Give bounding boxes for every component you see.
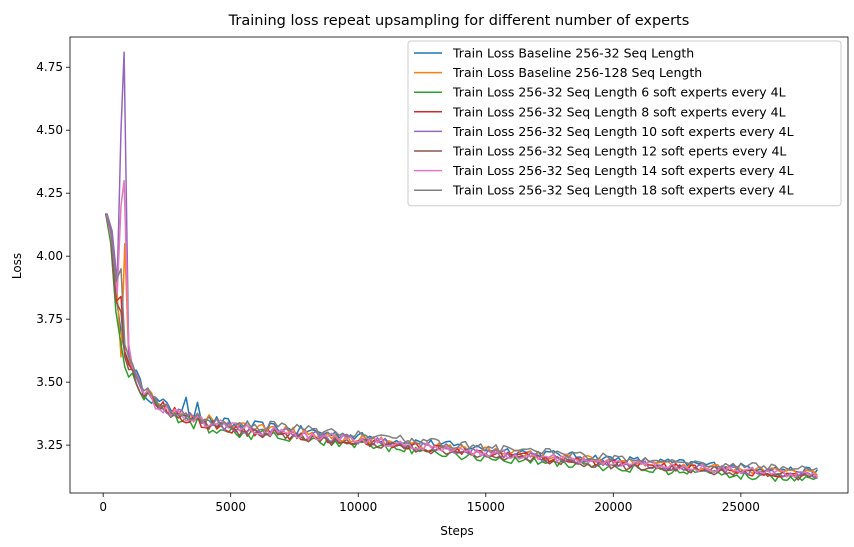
x-tick-label: 15000 [467, 500, 505, 514]
legend-label-2: Train Loss Baseline 256-128 Seq Length [452, 65, 702, 80]
plot-area [69, 36, 849, 494]
y-axis-label: Loss [10, 253, 24, 279]
legend-label-3: Train Loss 256-32 Seq Length 6 soft expe… [452, 85, 786, 100]
y-tick-label: 4.00 [36, 249, 63, 263]
x-tick-label: 5000 [215, 500, 246, 514]
legend-label-7: Train Loss 256-32 Seq Length 14 soft exp… [452, 163, 794, 178]
legend-box [407, 40, 842, 207]
y-tick-label: 4.50 [36, 123, 63, 137]
legend-label-1: Train Loss Baseline 256-32 Seq Length [452, 46, 694, 61]
series-line-8 [104, 213, 818, 471]
legend-label-5: Train Loss 256-32 Seq Length 10 soft exp… [452, 124, 794, 139]
y-tick-label: 3.50 [36, 375, 63, 389]
x-axis: 0 5000 10000 15000 20000 25000 [99, 493, 760, 514]
legend-label-6: Train Loss 256-32 Seq Length 12 soft epe… [452, 144, 786, 159]
legend: Train Loss Baseline 256-32 Seq Length Tra… [407, 40, 842, 207]
x-tick-label: 20000 [594, 500, 632, 514]
y-tick-label: 4.75 [36, 60, 63, 74]
x-axis-label: Steps [440, 524, 474, 538]
axes-frame [69, 36, 849, 494]
y-axis: 3.25 3.50 3.75 4.00 4.25 4.50 4.75 [36, 60, 70, 452]
chart-title: Training loss repeat upsampling for diff… [228, 13, 690, 29]
legend-label-8: Train Loss 256-32 Seq Length 18 soft exp… [452, 183, 794, 198]
x-tick-label: 25000 [722, 500, 760, 514]
y-tick-label: 3.75 [36, 312, 63, 326]
x-tick-label: 10000 [339, 500, 377, 514]
y-tick-label: 4.25 [36, 186, 63, 200]
x-tick-label: 0 [99, 500, 107, 514]
y-tick-label: 3.25 [36, 438, 63, 452]
series-line-7 [106, 179, 818, 478]
legend-label-4: Train Loss 256-32 Seq Length 8 soft expe… [452, 104, 786, 119]
